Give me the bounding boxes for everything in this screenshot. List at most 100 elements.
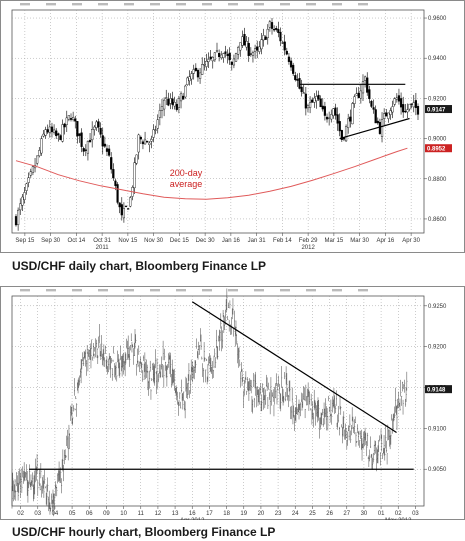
candle-body <box>406 109 409 113</box>
candle-body <box>31 166 35 173</box>
ohlc-bar <box>80 359 82 384</box>
ohlc-bar <box>393 413 395 422</box>
ohlc-bar <box>166 365 168 387</box>
ohlc-bar <box>398 391 400 409</box>
x-tick-label: 09 <box>103 511 110 517</box>
toolbar-mark <box>280 289 290 292</box>
ohlc-bar <box>291 387 293 403</box>
candle-body <box>116 184 119 203</box>
candle <box>40 135 43 156</box>
ohlc-bar <box>277 383 279 391</box>
toolbar-mark <box>254 289 264 292</box>
candle <box>289 57 293 71</box>
candle-body <box>97 121 100 128</box>
ohlc-bar <box>273 404 275 417</box>
candle-body <box>143 139 147 145</box>
candle-body <box>67 115 70 120</box>
ohlc-bar <box>222 330 224 349</box>
ohlc-bar <box>67 436 69 461</box>
ohlc-bar <box>323 418 325 427</box>
candle <box>17 207 20 231</box>
candle <box>383 108 386 126</box>
candle-body <box>63 123 66 128</box>
ohlc-bar <box>286 373 288 397</box>
ohlc-bar <box>222 309 224 318</box>
x-subtick-label: May 2012 <box>385 518 412 520</box>
candle-body <box>357 92 360 98</box>
ohlc-bar <box>366 441 368 457</box>
candle-body <box>372 107 375 110</box>
ohlc-bar <box>167 364 169 370</box>
ohlc-bar <box>108 358 110 373</box>
candle-body <box>416 106 420 115</box>
ohlc-bar <box>309 391 311 405</box>
ohlc-bar <box>151 378 153 382</box>
ohlc-bar <box>15 490 17 501</box>
ohlc-bar <box>386 440 388 453</box>
y-tick-label: 0.9250 <box>428 304 447 310</box>
x-tick-label: 04 <box>52 511 59 517</box>
ohlc-bar <box>23 462 25 482</box>
candle <box>323 101 327 121</box>
candle <box>234 52 238 62</box>
candle-body <box>141 141 145 145</box>
x-tick-label: 01 <box>378 511 385 517</box>
candle <box>203 57 206 71</box>
ohlc-bar <box>262 383 264 393</box>
ohlc-bar <box>359 440 361 448</box>
candle-body <box>165 97 168 99</box>
x-tick-label: 26 <box>326 511 333 517</box>
candle <box>249 47 252 57</box>
ohlc-bar <box>244 380 246 396</box>
candle <box>146 140 149 143</box>
ohlc-bar <box>329 406 331 413</box>
candle-body <box>228 52 231 61</box>
candle <box>124 205 128 208</box>
candle-body <box>36 155 39 164</box>
candle-body <box>27 177 30 183</box>
ohlc-bar <box>143 363 145 380</box>
ohlc-bar <box>106 356 108 372</box>
price-tag-label: 0.9147 <box>427 107 446 113</box>
ohlc-bar <box>278 375 280 387</box>
ohlc-bar <box>381 434 383 452</box>
candle <box>55 128 58 140</box>
candle-body <box>336 114 339 124</box>
ohlc-bar <box>92 343 95 357</box>
ohlc-bar <box>56 487 58 497</box>
x-tick-label: Feb 14 <box>273 238 292 244</box>
candle-body <box>48 126 51 133</box>
ohlc-bar <box>61 478 63 494</box>
candle-body <box>99 128 102 135</box>
ohlc-bar <box>201 356 203 360</box>
ohlc-bar <box>378 439 380 452</box>
candle <box>296 73 299 87</box>
ohlc-bar <box>406 371 408 391</box>
ohlc-bar <box>127 335 129 358</box>
ohlc-bar <box>179 392 181 400</box>
candle <box>48 120 51 138</box>
ohlc-bar <box>355 432 357 447</box>
toolbar-mark <box>332 3 342 6</box>
candle-body <box>213 52 216 61</box>
ohlc-bar <box>404 379 406 393</box>
candle-body <box>137 134 140 153</box>
candle <box>412 94 415 113</box>
candle <box>344 124 348 143</box>
ohlc-bars <box>11 288 408 517</box>
ohlc-bar <box>347 431 349 446</box>
candle <box>97 118 100 133</box>
ohlc-bar <box>394 406 396 419</box>
ohlc-bar <box>213 355 215 369</box>
candle <box>287 53 291 65</box>
candle-body <box>304 93 307 109</box>
toolbar-mark <box>306 289 316 292</box>
candle-body <box>93 126 96 130</box>
ohlc-bar <box>188 363 190 381</box>
candle <box>91 121 94 148</box>
ohlc-bar <box>51 499 54 512</box>
ohlc-bar <box>182 392 184 410</box>
candle-body <box>387 112 390 119</box>
toolbar-mark <box>358 289 368 292</box>
ohlc-bar <box>24 471 26 481</box>
